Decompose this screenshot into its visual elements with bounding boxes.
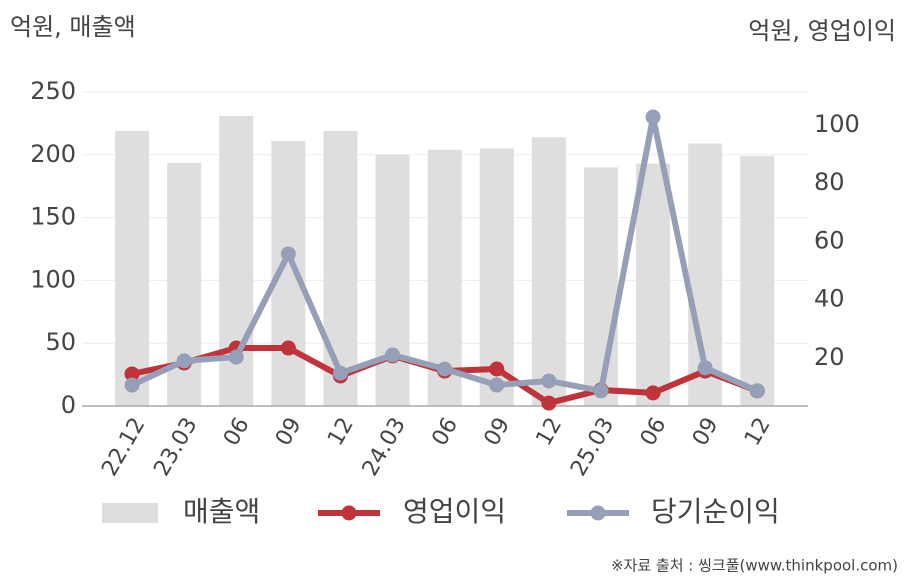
legend-label: 매출액 <box>183 495 260 528</box>
legend-label: 당기순이익 <box>651 495 780 528</box>
y2-tick-label: 100 <box>814 110 860 138</box>
point <box>176 353 192 369</box>
legend-label: 영업이익 <box>403 495 506 528</box>
point <box>489 377 505 393</box>
point <box>280 246 296 262</box>
bar <box>115 130 150 406</box>
point <box>124 377 140 393</box>
x-tick-label: 25.03 <box>566 414 619 481</box>
x-tick-label: 09 <box>479 414 515 451</box>
point <box>593 383 609 399</box>
point <box>645 385 661 401</box>
y-tick-label: 50 <box>45 328 76 356</box>
y-axis-label: 억원, 매출액 <box>10 13 136 41</box>
y-tick-label: 0 <box>61 391 76 419</box>
point <box>228 349 244 365</box>
point <box>332 365 348 381</box>
point <box>541 373 557 389</box>
x-tick-label: 09 <box>271 414 307 451</box>
x-tick-label: 22.12 <box>97 414 150 481</box>
x-tick-label: 24.03 <box>358 414 411 481</box>
bar <box>740 156 775 406</box>
point <box>489 361 505 377</box>
y2-tick-label: 80 <box>814 168 845 196</box>
y-tick-label: 200 <box>30 140 76 168</box>
x-tick-label: 12 <box>532 414 568 451</box>
legend-swatch <box>590 505 606 521</box>
x-tick-label: 23.03 <box>149 414 202 481</box>
point <box>749 383 765 399</box>
y-tick-label: 100 <box>30 265 76 293</box>
x-tick-label: 09 <box>688 414 724 451</box>
y-tick-label: 150 <box>30 203 76 231</box>
x-tick-label: 06 <box>219 414 255 451</box>
point <box>280 340 296 356</box>
point <box>385 347 401 363</box>
point <box>437 361 453 377</box>
bar <box>375 154 410 406</box>
x-tick-label: 06 <box>636 414 672 451</box>
x-tick-label: 12 <box>323 414 359 451</box>
point <box>697 360 713 376</box>
bar <box>583 167 618 406</box>
y2-tick-label: 40 <box>814 285 845 313</box>
source: ※자료 출처 : 씽크풀(www.thinkpool.com) <box>611 557 898 575</box>
x-tick-label: 12 <box>740 414 776 451</box>
point <box>124 366 140 382</box>
y2-tick-label: 60 <box>814 226 845 254</box>
bar <box>636 163 671 406</box>
point <box>541 395 557 411</box>
legend-swatch <box>341 505 357 521</box>
y-tick-label: 250 <box>30 77 76 105</box>
point <box>645 109 661 125</box>
bar <box>531 137 566 406</box>
legend-swatch <box>102 503 158 523</box>
x-tick-label: 06 <box>427 414 463 451</box>
bar <box>323 130 358 406</box>
y2-tick-label: 20 <box>814 343 845 371</box>
y2-axis-label: 억원, 영업이익 <box>748 17 896 45</box>
